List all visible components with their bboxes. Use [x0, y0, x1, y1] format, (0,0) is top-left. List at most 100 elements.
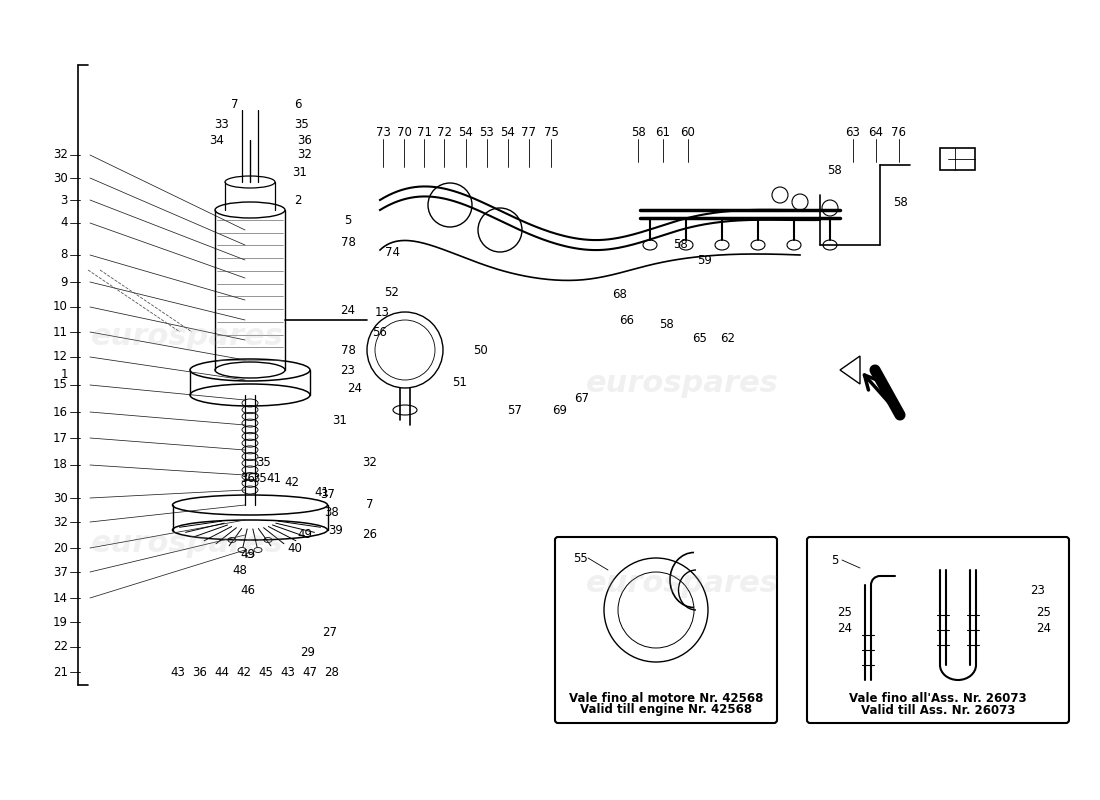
Text: 78: 78 [341, 235, 355, 249]
Text: 39: 39 [329, 523, 343, 537]
Text: 47: 47 [302, 666, 318, 678]
Text: 64: 64 [869, 126, 883, 138]
Text: 58: 58 [660, 318, 674, 331]
Text: 32: 32 [363, 455, 377, 469]
Text: 18: 18 [53, 458, 68, 471]
Text: 67: 67 [574, 391, 590, 405]
Text: 34: 34 [210, 134, 224, 146]
Text: 29: 29 [300, 646, 316, 658]
Text: 74: 74 [385, 246, 399, 258]
Text: 5: 5 [344, 214, 352, 226]
Text: 43: 43 [170, 666, 186, 678]
Text: 25: 25 [1036, 606, 1052, 618]
Text: 26: 26 [363, 529, 377, 542]
Text: 3: 3 [60, 194, 68, 206]
Text: 13: 13 [375, 306, 389, 318]
Text: 69: 69 [552, 403, 568, 417]
Text: 21: 21 [53, 666, 68, 678]
Text: 11: 11 [53, 326, 68, 338]
Text: 35: 35 [295, 118, 309, 131]
Text: 62: 62 [720, 331, 736, 345]
Text: 55: 55 [573, 551, 587, 565]
Text: 50: 50 [473, 343, 487, 357]
Text: 17: 17 [53, 431, 68, 445]
Text: eurospares: eurospares [585, 570, 779, 598]
Text: 1: 1 [60, 369, 68, 382]
Text: 37: 37 [53, 566, 68, 578]
Text: 63: 63 [846, 126, 860, 138]
Text: 41: 41 [266, 471, 282, 485]
Text: 7: 7 [366, 498, 374, 511]
Text: 31: 31 [293, 166, 307, 178]
Text: 24: 24 [837, 622, 852, 634]
Text: 77: 77 [521, 126, 537, 138]
Text: 9: 9 [60, 275, 68, 289]
Text: 44: 44 [214, 666, 230, 678]
Text: 48: 48 [232, 563, 248, 577]
Text: 12: 12 [53, 350, 68, 363]
Text: 23: 23 [1031, 583, 1045, 597]
Text: 22: 22 [53, 641, 68, 654]
Text: Valid till Ass. Nr. 26073: Valid till Ass. Nr. 26073 [861, 703, 1015, 717]
Text: 49: 49 [241, 549, 255, 562]
Text: 10: 10 [53, 301, 68, 314]
Text: eurospares: eurospares [585, 370, 779, 398]
Text: 73: 73 [375, 126, 390, 138]
Text: 49: 49 [297, 529, 312, 542]
Text: 36: 36 [298, 134, 312, 146]
Text: 43: 43 [280, 666, 296, 678]
Polygon shape [840, 356, 860, 384]
Text: 72: 72 [437, 126, 451, 138]
Text: 70: 70 [397, 126, 411, 138]
Text: 58: 58 [672, 238, 688, 251]
Text: 31: 31 [332, 414, 348, 426]
Text: 25: 25 [837, 606, 852, 618]
Text: 30: 30 [53, 491, 68, 505]
Text: Valid till engine Nr. 42568: Valid till engine Nr. 42568 [580, 703, 752, 717]
Text: 24: 24 [348, 382, 363, 394]
Text: 15: 15 [53, 378, 68, 391]
Text: 58: 58 [827, 163, 843, 177]
Text: 24: 24 [341, 303, 355, 317]
Text: 78: 78 [341, 343, 355, 357]
Text: 30: 30 [53, 171, 68, 185]
Text: 54: 54 [459, 126, 473, 138]
Text: 42: 42 [285, 475, 299, 489]
Text: 54: 54 [500, 126, 516, 138]
Text: 40: 40 [287, 542, 303, 554]
Text: 46: 46 [241, 583, 255, 597]
Text: 23: 23 [341, 363, 355, 377]
Text: 59: 59 [697, 254, 713, 266]
Text: 60: 60 [681, 126, 695, 138]
Text: Vale fino all'Ass. Nr. 26073: Vale fino all'Ass. Nr. 26073 [849, 691, 1026, 705]
Text: 36: 36 [192, 666, 208, 678]
Text: 58: 58 [630, 126, 646, 138]
Text: 27: 27 [322, 626, 338, 638]
Text: Vale fino al motore Nr. 42568: Vale fino al motore Nr. 42568 [569, 691, 763, 705]
Text: 61: 61 [656, 126, 671, 138]
Text: 35: 35 [253, 471, 267, 485]
Text: 51: 51 [452, 375, 468, 389]
Text: 56: 56 [373, 326, 387, 338]
Text: 38: 38 [324, 506, 340, 518]
Text: 37: 37 [320, 489, 336, 502]
Text: 5: 5 [832, 554, 838, 566]
Text: 41: 41 [315, 486, 330, 498]
Text: 45: 45 [258, 666, 274, 678]
Text: 32: 32 [53, 149, 68, 162]
Text: 66: 66 [619, 314, 635, 326]
Text: 2: 2 [295, 194, 301, 206]
Text: 32: 32 [298, 149, 312, 162]
Text: 19: 19 [53, 615, 68, 629]
Text: 16: 16 [53, 406, 68, 418]
Text: 20: 20 [53, 542, 68, 554]
Text: 75: 75 [543, 126, 559, 138]
Text: 7: 7 [231, 98, 239, 111]
Text: 53: 53 [480, 126, 494, 138]
Text: 24: 24 [1036, 622, 1052, 634]
Text: 71: 71 [417, 126, 431, 138]
Text: 4: 4 [60, 217, 68, 230]
Bar [940, 148, 975, 170]
Text: 42: 42 [236, 666, 252, 678]
Text: 36: 36 [241, 471, 255, 485]
